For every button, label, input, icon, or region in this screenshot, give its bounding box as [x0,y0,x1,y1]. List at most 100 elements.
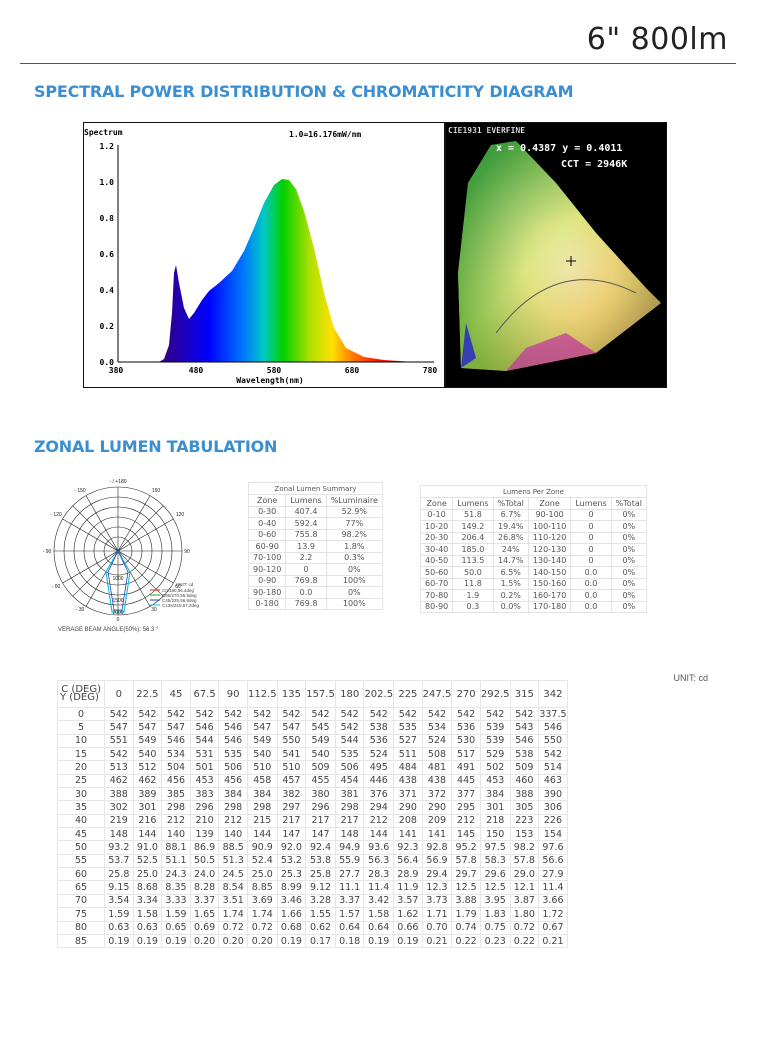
c-angle-header: 157.5 [305,680,336,708]
candela-value-cell: 11.4 [538,880,568,895]
candela-value-cell: 0.75 [479,920,511,935]
spectrum-title: Spectrum [84,128,123,137]
table-cell: 140-150 [527,566,572,579]
table-row: 0-60 755.8 98.2% [247,528,383,541]
gamma-angle-cell: 75 [57,907,105,922]
candela-value-cell: 531 [189,747,220,762]
summary-header: Lumens [285,494,327,507]
candela-value-cell: 384 [479,787,511,802]
c-angle-header: 90 [218,680,248,708]
candela-value-cell: 390 [538,787,568,802]
table-cell: 51.8 [452,508,494,521]
candela-value-cell: 453 [189,773,220,789]
spectral-section-heading: SPECTRAL POWER DISTRIBUTION & CHROMATICI… [34,82,574,101]
candela-value-cell: 88.1 [161,840,191,855]
candela-value-cell: 438 [393,773,423,789]
y-tick: 0.4 [100,286,115,295]
table-cell: 130-140 [527,554,572,567]
candela-value-cell: 8.68 [132,880,163,895]
candela-value-cell: 0.62 [305,920,336,935]
candela-value-cell: 56.4 [393,853,423,869]
table-cell: 0% [610,520,647,533]
candela-value-cell: 517 [451,747,481,762]
spectrum-xlabel: Wavelength(nm) [236,376,303,385]
candela-value-cell: 0.18 [334,933,365,949]
candela-value-cell: 52.5 [132,853,163,869]
candela-value-cell: 484 [393,760,423,775]
cie-cct-value: CCT = 2946K [561,159,627,170]
per-zone-header: %Total [492,497,529,510]
table-cell: 185.0 [452,543,494,556]
candela-value-cell: 92.0 [276,840,307,855]
table-cell: 2.2 [285,551,327,564]
table-cell: 6.5% [492,566,529,579]
table-row: 80-90 0.3 0.0% 170-180 0.0 0% [419,600,647,613]
spectrum-x-ticks: 380 480 580 680 780 [109,366,438,375]
candela-value-cell: 388 [509,787,540,802]
candela-value-cell: 509 [509,760,540,775]
y-tick: 0.2 [100,322,115,331]
table-cell: 0.3 [452,600,494,613]
c-angle-header: 180 [334,680,365,708]
candela-value-cell: 1.59 [161,907,191,922]
candela-value-cell: 506 [334,760,365,775]
candela-value-cell: 455 [305,773,336,789]
table-cell: 30-40 [419,543,454,556]
y-tick: 0.6 [100,250,115,259]
table-cell: 0-90 [247,574,287,587]
candela-value-cell: 495 [363,760,395,775]
candela-value-cell: 385 [161,787,191,802]
polar-angle-label: 60 [175,584,181,590]
candela-value-cell: 3.66 [538,893,568,909]
polar-angle-label: 120 [176,512,185,518]
c-angle-header: 22.5 [132,680,163,708]
candela-value-cell: 3.28 [305,893,336,909]
table-cell: 50-60 [419,566,454,579]
candela-value-cell: 55.9 [334,853,365,869]
candela-value-cell: 1.79 [451,907,481,922]
candela-value-cell: 547 [276,720,307,735]
table-cell: 0 [285,563,327,576]
table-cell: 0-60 [247,528,287,541]
candela-value-cell: 92.3 [393,840,423,855]
candela-value-cell: 302 [104,800,134,815]
candela-value-cell: 546 [538,720,568,735]
x-tick: 680 [345,366,360,375]
candela-value-cell: 510 [246,760,278,775]
candela-value-cell: 53.2 [276,853,307,869]
polar-angle-label: 0 [117,617,120,623]
candela-value-cell: 56.3 [363,853,395,869]
candela-value-cell: 544 [334,733,365,749]
candela-value-cell: 0.72 [218,920,248,935]
gamma-angle-cell: 40 [57,813,105,829]
table-cell: 0-30 [247,505,287,518]
c-angle-header: 342 [538,680,568,708]
c-angle-header: 202.5 [363,680,395,708]
candela-value-cell: 210 [189,813,220,829]
candela-value-cell: 542 [393,706,423,722]
candela-value-cell: 295 [451,800,481,815]
gamma-angle-cell: 85 [57,933,105,949]
candela-value-cell: 1.83 [479,907,511,922]
spectrum-chart: Spectrum 1.0=16.176mW/nm 0.0 0.2 0.4 0.6… [83,122,445,388]
candela-value-cell: 24.0 [189,867,220,882]
table-cell: 0% [610,554,647,567]
candela-value-cell: 25.8 [104,867,134,882]
candela-value-cell: 8.35 [161,880,191,895]
y-tick: 0.8 [100,214,115,223]
table-cell: 0% [610,577,647,590]
candela-value-cell: 217 [276,813,307,829]
candela-value-cell: 8.85 [246,880,278,895]
candela-value-cell: 1.74 [218,907,248,922]
candela-value-cell: 514 [538,760,568,775]
gamma-angle-cell: 60 [57,867,105,882]
candela-value-cell: 542 [538,747,568,762]
candela-value-cell: 91.0 [132,840,163,855]
candela-value-cell: 371 [393,787,423,802]
cie-diagram: CIE1931 EVERFINE x = 0.4387 y = 0.4011 C… [445,122,667,388]
gamma-angle-cell: 10 [57,733,105,749]
table-row: 90-120 0 0% [247,563,383,576]
table-cell: 755.8 [285,528,327,541]
candela-value-cell: 226 [538,813,568,829]
per-zone-header: Zone [527,497,572,510]
